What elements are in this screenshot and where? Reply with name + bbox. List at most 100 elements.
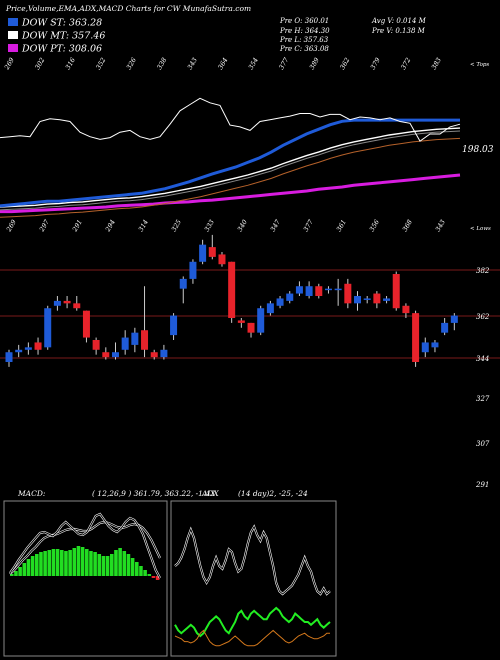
- candle-body: [315, 286, 323, 296]
- macd-histogram-bar: [43, 551, 47, 576]
- ema-top-label: 316: [64, 56, 77, 71]
- macd-histogram-bar: [80, 547, 85, 576]
- macd-histogram-bar: [101, 556, 106, 576]
- adx-line-core: [174, 525, 331, 595]
- candle-body: [141, 330, 149, 350]
- macd-histogram-bar: [147, 574, 152, 576]
- macd-header: MACD: ( 12,26,9 ) 361.79, 363.22, -1.43 …: [17, 489, 308, 498]
- macd-line-core: [9, 513, 161, 579]
- ema-bottom-label: 269: [4, 218, 18, 234]
- macd-panel: [3, 500, 168, 657]
- ema-tops-label: < Tops: [470, 62, 489, 68]
- macd-histogram-bar: [68, 550, 72, 576]
- adx-frame: [170, 500, 337, 657]
- stat-pre-open: Pre O: 360.01: [279, 17, 329, 25]
- macd-histogram-bar: [97, 554, 102, 576]
- adx-label: ADX: [201, 489, 219, 498]
- price-tick-label: 382: [476, 267, 490, 275]
- price-tick-label: 291: [475, 481, 489, 489]
- stat-pre-high: Pre H: 364.30: [279, 27, 330, 35]
- candle-body: [421, 342, 429, 353]
- candle-body: [257, 308, 265, 333]
- ema-bottom-label: 340: [236, 218, 249, 233]
- ema-bottom-label: 294: [103, 218, 117, 234]
- candle-body: [295, 286, 303, 294]
- price-tick-label: 344: [476, 355, 489, 363]
- ema-bottom-label: 343: [434, 218, 447, 233]
- candle-body: [73, 303, 81, 309]
- macd-histogram-bar: [30, 556, 35, 576]
- price-tick-label: 362: [476, 313, 490, 321]
- ema-top-label: 326: [125, 56, 138, 71]
- ema-top-label: 372: [399, 56, 412, 71]
- candle-body: [179, 278, 187, 289]
- ema-bottom-label: 377: [302, 218, 316, 233]
- ema-top-label: 302: [33, 56, 46, 71]
- macd-histogram-bar: [114, 550, 118, 576]
- macd-signal-core: [9, 521, 161, 575]
- macd-label: MACD:: [17, 489, 46, 498]
- macd-histogram-bar: [39, 552, 43, 576]
- candle-body: [441, 322, 449, 333]
- price-panel: 382 362 344 327 307 291: [0, 234, 500, 489]
- candle-body: [237, 320, 245, 323]
- ema-top-label: 354: [247, 56, 260, 71]
- macd-histogram-bar: [118, 548, 122, 576]
- candle-body: [344, 283, 352, 304]
- legend-swatch-mt: [8, 31, 18, 39]
- ema-bottom-label: 325: [170, 218, 183, 233]
- macd-histogram-bar: [10, 574, 14, 576]
- candle-body: [402, 305, 410, 314]
- legend-dow-pt: DOW PT: 308.06: [21, 44, 102, 55]
- price-tick-label: 327: [476, 395, 490, 403]
- candle-body: [170, 315, 178, 336]
- candle-body: [121, 337, 129, 350]
- candle-body: [53, 300, 61, 306]
- macd-histogram-bar: [126, 554, 131, 576]
- macd-histogram-bar: [139, 566, 143, 576]
- macd-histogram-bar: [151, 576, 156, 578]
- candle-body: [111, 352, 119, 358]
- macd-histogram-bar: [26, 559, 31, 576]
- macd-histogram-bar: [76, 546, 81, 576]
- ema-top-label: 352: [94, 56, 107, 71]
- candle-body: [247, 322, 255, 333]
- ema-lows-label: < Lows: [470, 226, 491, 232]
- ema-bottom-label: 361: [335, 218, 348, 233]
- ema-bottom-label: 314: [137, 218, 150, 233]
- macd-histogram-bar: [60, 550, 64, 576]
- ema-bottom-label: 291: [70, 218, 84, 234]
- macd-histogram-bar: [47, 550, 52, 576]
- candle-body: [228, 261, 236, 318]
- macd-histogram-bar: [22, 563, 27, 576]
- candle-body: [373, 293, 381, 304]
- candle-body: [208, 247, 216, 257]
- ema-bottom-label: 333: [203, 218, 216, 233]
- macd-histogram-bar: [122, 551, 127, 576]
- candle-body: [24, 347, 32, 350]
- candle-body: [305, 286, 313, 296]
- macd-histogram-bar: [35, 554, 39, 576]
- candle-body: [450, 315, 458, 323]
- ema-top-label: 377: [277, 56, 291, 71]
- macd-histogram-bar: [93, 552, 97, 576]
- candle-body: [266, 303, 274, 314]
- macd-histogram-bar: [18, 567, 22, 576]
- candle-body: [44, 308, 52, 348]
- legend: DOW ST: 363.28 DOW MT: 357.46 DOW PT: 30…: [8, 18, 105, 55]
- candle-body: [15, 349, 23, 353]
- candle-body: [160, 349, 168, 358]
- candle-body: [334, 288, 342, 291]
- ema-top-label: 362: [338, 56, 351, 71]
- ema-top-label: 383: [430, 56, 443, 71]
- macd-histogram-bar: [110, 554, 114, 576]
- macd-histogram-bar: [55, 549, 60, 576]
- price-tick-label: 307: [476, 440, 490, 448]
- adx-panel: [170, 500, 337, 657]
- ema-top-label: 364: [216, 56, 229, 71]
- candle-body: [82, 310, 90, 338]
- legend-dow-mt: DOW MT: 357.46: [21, 31, 105, 42]
- ema-grey-line: [0, 130, 461, 211]
- macd-frame: [3, 500, 168, 657]
- candle-body: [286, 293, 294, 301]
